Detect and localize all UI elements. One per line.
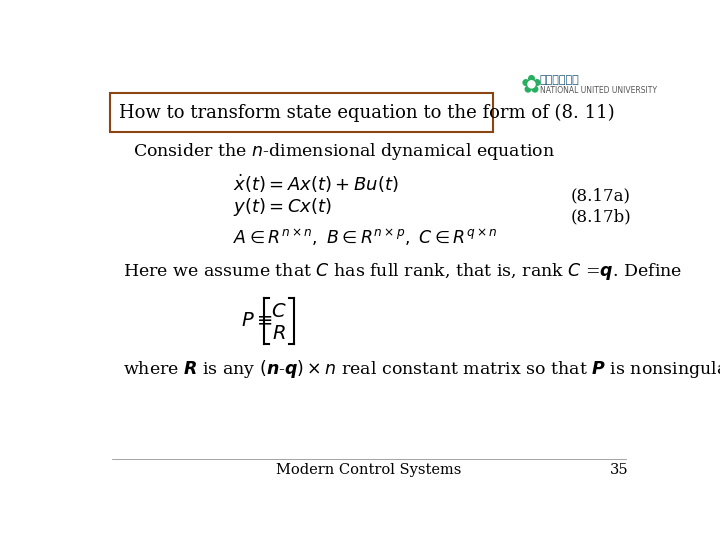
- Text: 國立聯合大學: 國立聯合大學: [539, 75, 580, 85]
- Text: Modern Control Systems: Modern Control Systems: [276, 463, 462, 477]
- FancyBboxPatch shape: [110, 93, 493, 132]
- Text: ✿: ✿: [521, 73, 542, 98]
- Text: $P \equiv$: $P \equiv$: [241, 312, 273, 330]
- Text: Consider the $n$-dimensional dynamical equation: Consider the $n$-dimensional dynamical e…: [132, 140, 554, 161]
- Text: How to transform state equation to the form of (8. 11): How to transform state equation to the f…: [120, 104, 615, 122]
- Text: (8.17a): (8.17a): [570, 187, 631, 204]
- Text: $A \in R^{n\times n},\ B \in R^{n\times p},\ C \in R^{q\times n}$: $A \in R^{n\times n},\ B \in R^{n\times …: [233, 228, 498, 248]
- Text: $\dot{x}(t) = Ax(t) + Bu(t)$: $\dot{x}(t) = Ax(t) + Bu(t)$: [233, 173, 399, 195]
- Text: NATIONAL UNITED UNIVERSITY: NATIONAL UNITED UNIVERSITY: [539, 86, 657, 94]
- Text: (8.17b): (8.17b): [570, 209, 631, 226]
- Text: $y(t) = Cx(t)$: $y(t) = Cx(t)$: [233, 196, 333, 218]
- Text: where $\boldsymbol{R}$ is any $(\boldsymbol{n}$-$\boldsymbol{q})\times n$ real c: where $\boldsymbol{R}$ is any $(\boldsym…: [122, 358, 720, 380]
- Text: $R$: $R$: [272, 325, 286, 342]
- Text: Here we assume that $C$ has full rank, that is, rank $C$ =$\boldsymbol{q}$. Defi: Here we assume that $C$ has full rank, t…: [122, 261, 682, 282]
- Text: 35: 35: [610, 463, 629, 477]
- Text: $C$: $C$: [271, 303, 287, 321]
